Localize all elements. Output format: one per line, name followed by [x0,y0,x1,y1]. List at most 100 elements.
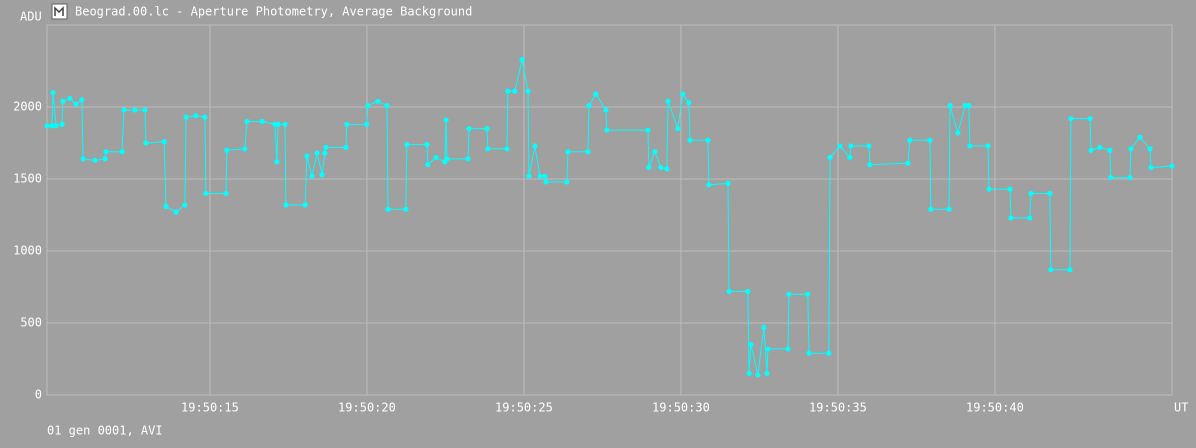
data-point [946,206,952,212]
data-point [1068,115,1074,122]
data-point [525,88,531,94]
data-point [163,203,169,210]
data-point [1169,163,1175,169]
data-point [1008,215,1014,221]
data-point [962,103,968,109]
data-point [425,162,431,168]
data-point [542,173,548,179]
data-point [183,114,189,120]
data-point [375,98,381,104]
data-point [259,118,265,125]
data-point [1147,146,1153,152]
data-point [1028,190,1034,197]
data-point [1137,134,1143,140]
data-point [837,143,843,149]
data-point [242,146,248,152]
data-point [322,150,328,156]
data-point [103,149,109,155]
data-point [121,107,127,113]
data-point [385,206,391,212]
data-point [805,291,811,297]
data-point [433,154,439,161]
data-point [60,98,66,104]
y-tick-label: 0 [35,388,42,402]
data-point [244,118,250,125]
data-point [986,186,992,192]
data-point [1047,190,1053,197]
data-point [142,107,148,113]
data-point [92,157,98,163]
data-point [985,143,991,149]
data-point [967,143,973,149]
window-title: Beograd.00.lc - Aperture Photometry, Ave… [75,5,472,19]
data-point [585,149,591,155]
data-point [966,103,972,109]
y-axis-label: ADU [20,10,42,24]
data-point [505,88,511,94]
data-point [745,288,751,294]
data-point [309,173,315,179]
data-point [424,141,430,148]
data-point [1067,267,1073,273]
window-icon [51,3,68,20]
data-point [203,190,209,197]
data-point [725,180,731,186]
data-point [73,101,79,107]
data-point [532,143,538,149]
data-point [132,107,138,113]
data-point [1097,144,1103,150]
data-point [847,154,853,161]
data-point [726,288,732,294]
data-point [827,154,833,161]
data-point [512,88,518,94]
data-point [645,127,651,133]
data-point [687,137,693,143]
data-point [586,103,592,109]
data-point [658,164,664,171]
data-point [675,126,681,132]
data-point [1088,147,1094,153]
data-point [193,113,199,119]
x-tick-label: 19:50:15 [181,401,239,415]
y-tick-label: 1500 [13,172,42,186]
data-point [748,342,754,348]
data-point [384,103,390,109]
data-point [765,346,771,352]
data-point [223,190,229,197]
y-tick-label: 500 [20,316,42,330]
data-point [1148,164,1154,171]
data-point [343,144,349,150]
data-point [604,127,610,133]
data-point [603,107,609,113]
data-point [143,140,149,146]
data-point [680,91,686,97]
data-point [1007,186,1013,192]
data-point [102,156,108,162]
data-point [947,103,953,109]
x-axis-label: UT [1174,401,1188,415]
data-point [444,156,450,162]
data-point [867,162,873,168]
data-point [537,173,543,179]
data-point [543,179,549,185]
data-point [1087,115,1093,122]
data-point [664,166,670,172]
data-point [173,209,179,215]
data-point [565,149,571,155]
data-line [47,59,1173,375]
data-point [274,159,280,165]
caption: 01 gen 0001, AVI [47,424,163,438]
data-point [905,160,911,166]
data-point [848,143,854,149]
data-point [504,146,510,152]
data-point [182,202,188,208]
data-point [593,91,599,97]
data-point [686,100,692,106]
data-point [224,147,230,153]
data-point [1027,215,1033,221]
data-point [302,202,308,208]
data-point [755,372,761,378]
data-point [319,172,325,178]
